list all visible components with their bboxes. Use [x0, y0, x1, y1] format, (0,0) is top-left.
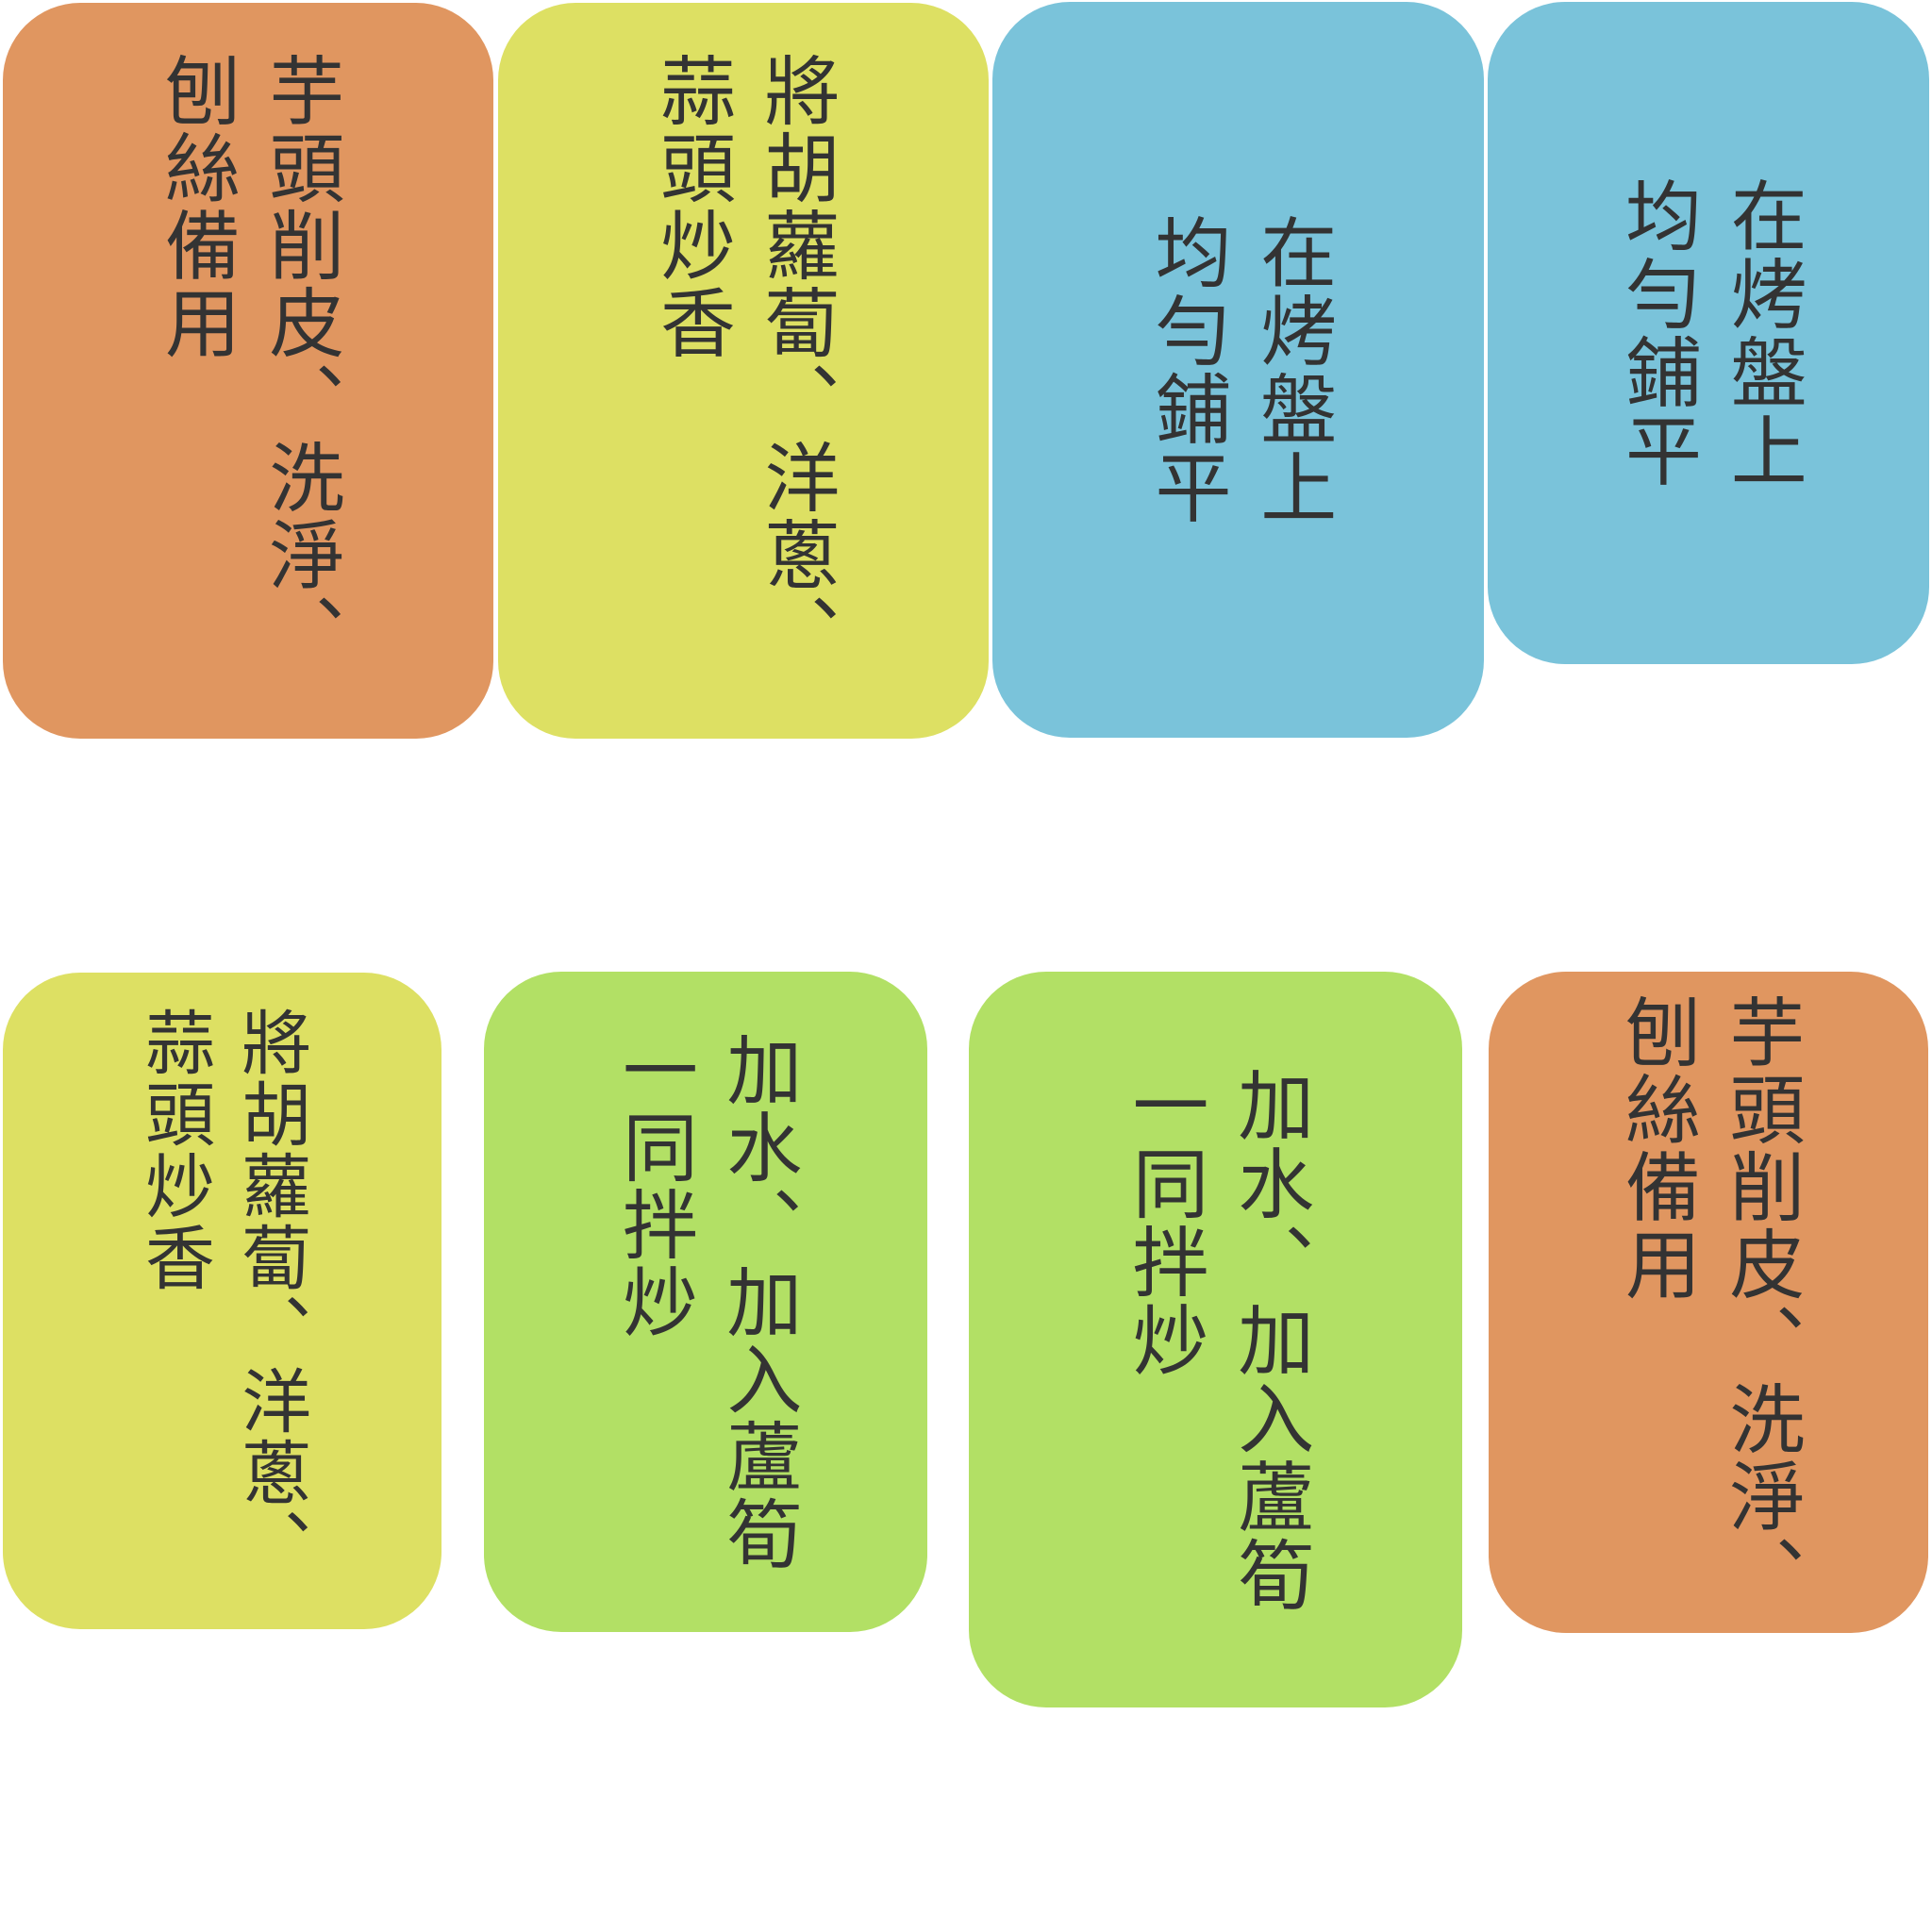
step-card-line: 刨絲備用	[153, 52, 241, 361]
step-card-text: 加水、加入蘆筍 一同拌炒	[1110, 1066, 1322, 1614]
step-card-line: 將胡蘿蔔、洋蔥、	[229, 1007, 311, 1580]
step-card-text: 將胡蘿蔔、洋蔥、 蒜頭炒香	[640, 52, 848, 671]
step-card-saute-vegetables: 將胡蘿蔔、洋蔥、 蒜頭炒香	[498, 3, 989, 739]
step-card-text: 芋頭削皮、洗淨、 刨絲備用	[144, 52, 353, 671]
step-card-line: 在烤盤上	[1717, 176, 1807, 490]
step-card-spread-on-tray: 在烤盤上 均勻鋪平	[1488, 2, 1929, 664]
step-card-text: 在烤盤上 均勻鋪平	[1133, 213, 1344, 526]
step-card-line: 在烤盤上	[1247, 213, 1337, 526]
step-card-text: 加水、加入蘆筍 一同拌炒	[602, 1031, 810, 1573]
step-card-line: 均勻鋪平	[1612, 176, 1701, 490]
step-card-peel-taro: 芋頭削皮、洗淨、 刨絲備用	[1489, 972, 1928, 1633]
step-card-add-asparagus: 加水、加入蘆筍 一同拌炒	[969, 972, 1462, 1707]
step-card-saute-vegetables: 將胡蘿蔔、洋蔥、 蒜頭炒香	[3, 973, 441, 1629]
step-card-line: 一同拌炒	[1119, 1065, 1208, 1379]
step-card-spread-on-tray: 在烤盤上 均勻鋪平	[992, 2, 1484, 738]
step-card-line: 一同拌炒	[610, 1031, 698, 1341]
step-card-add-asparagus: 加水、加入蘆筍 一同拌炒	[484, 972, 927, 1632]
step-card-line: 將胡蘿蔔、洋蔥、	[752, 52, 841, 671]
step-card-line: 蒜頭炒香	[648, 52, 736, 361]
step-card-line: 芋頭削皮、洗淨、	[257, 52, 345, 671]
step-card-line: 刨絲備用	[1613, 992, 1701, 1303]
step-card-peel-taro: 芋頭削皮、洗淨、 刨絲備用	[3, 3, 493, 739]
step-card-line: 加水、加入蘆筍	[714, 1031, 803, 1573]
step-card-line: 均勻鋪平	[1141, 213, 1231, 526]
step-card-text: 芋頭削皮、洗淨、 刨絲備用	[1605, 993, 1813, 1612]
step-card-text: 將胡蘿蔔、洋蔥、 蒜頭炒香	[125, 1007, 318, 1580]
step-card-line: 加水、加入蘆筍	[1224, 1065, 1314, 1614]
step-card-line: 蒜頭炒香	[133, 1007, 215, 1293]
step-card-line: 芋頭削皮、洗淨、	[1717, 992, 1806, 1612]
step-card-text: 在烤盤上 均勻鋪平	[1603, 176, 1814, 490]
